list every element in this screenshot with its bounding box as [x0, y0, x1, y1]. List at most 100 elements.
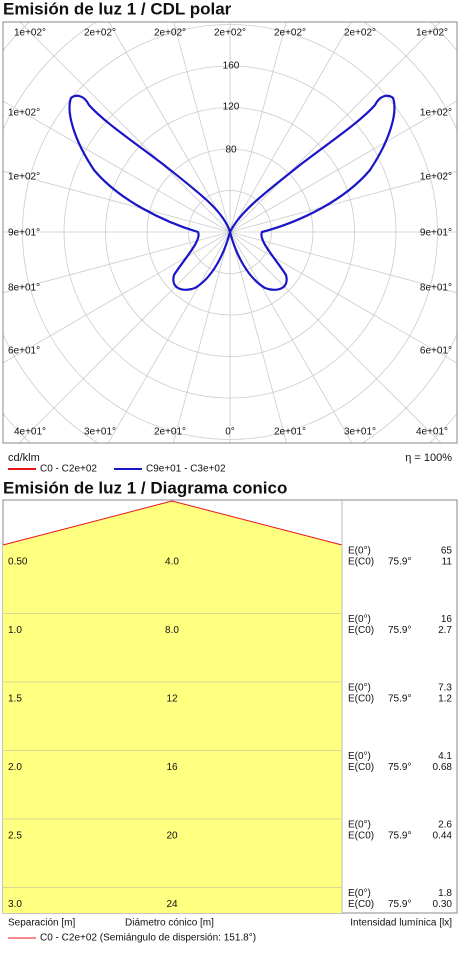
- polar-frame: [2, 21, 458, 444]
- ec0-label: E(C0): [348, 899, 374, 910]
- e0-value: 16: [441, 614, 453, 625]
- e0-label: E(0°): [348, 751, 371, 762]
- cone-area: [3, 501, 342, 913]
- efficiency: η = 100%: [405, 452, 452, 464]
- angle-label: 2e+02°: [214, 28, 246, 39]
- e0-value: 2.6: [438, 820, 452, 831]
- radial-label: 160: [223, 61, 240, 72]
- angle-label: 3e+01°: [84, 427, 116, 438]
- e0-label: E(0°): [348, 614, 371, 625]
- grid-spoke: [229, 100, 457, 233]
- polar-curve: [68, 94, 396, 291]
- angle: 75.9°: [388, 762, 411, 773]
- e0-label: E(0°): [348, 820, 371, 831]
- diameter: 24: [166, 899, 178, 910]
- angle-label: 9e+01°: [8, 228, 40, 239]
- grid-spoke: [229, 231, 457, 294]
- separation: 0.50: [8, 557, 28, 568]
- unit-label: cd/klm: [8, 452, 40, 464]
- angle-label: 2e+02°: [274, 28, 306, 39]
- separation: 2.5: [8, 831, 22, 842]
- grid-spoke: [173, 22, 231, 233]
- grid-spoke: [3, 231, 231, 364]
- grid-spoke: [18, 231, 231, 443]
- grid-spoke: [229, 231, 353, 443]
- angle-label: 4e+01°: [14, 427, 46, 438]
- separation: 1.5: [8, 694, 22, 705]
- e0-value: 1.8: [438, 888, 452, 899]
- grid-spoke: [173, 231, 231, 443]
- diameter: 16: [166, 762, 178, 773]
- grid-spoke: [229, 231, 457, 364]
- angle: 75.9°: [388, 899, 411, 910]
- angle-label: 6e+01°: [420, 346, 452, 357]
- angle-label: 8e+01°: [8, 283, 40, 294]
- separation: 1.0: [8, 625, 22, 636]
- angle: 75.9°: [388, 625, 411, 636]
- angle-label: 2e+02°: [344, 28, 376, 39]
- angle-label: 0°: [225, 427, 235, 438]
- diameter: 8.0: [165, 625, 179, 636]
- e0-value: 4.1: [438, 751, 452, 762]
- angle-label: 1e+02°: [14, 28, 46, 39]
- polar-grid: [3, 22, 457, 443]
- angle-label: 4e+01°: [416, 427, 448, 438]
- separation: 3.0: [8, 899, 22, 910]
- angle-label: 9e+01°: [420, 228, 452, 239]
- angle-label: 3e+01°: [344, 427, 376, 438]
- grid-spoke: [107, 231, 231, 443]
- separation: 2.0: [8, 762, 22, 773]
- ec0-value: 2.7: [438, 625, 452, 636]
- legend-label: C0 - C2e+02 (Semiángulo de dispersión: 1…: [40, 933, 256, 944]
- e0-value: 65: [441, 546, 453, 557]
- e0-label: E(0°): [348, 683, 371, 694]
- footer-label: Intensidad lumínica [lx]: [350, 918, 452, 929]
- ec0-value: 0.44: [433, 831, 453, 842]
- angle-label: 2e+01°: [154, 427, 186, 438]
- angle-label: 1e+02°: [420, 172, 452, 183]
- ec0-label: E(C0): [348, 694, 374, 705]
- angle-label: 2e+01°: [274, 427, 306, 438]
- e0-label: E(0°): [348, 888, 371, 899]
- grid-spoke: [229, 22, 352, 233]
- angle-label: 1e+02°: [8, 108, 40, 119]
- polar-title: Emisión de luz 1 / CDL polar: [3, 0, 232, 18]
- angle-label: 1e+02°: [416, 28, 448, 39]
- grid-spoke: [108, 22, 231, 233]
- diameter: 12: [166, 694, 178, 705]
- angle-label: 2e+02°: [84, 28, 116, 39]
- angle-label: 8e+01°: [420, 283, 452, 294]
- conic-title: Emisión de luz 1 / Diagrama conico: [3, 478, 287, 497]
- legend-label: C9e+01 - C3e+02: [146, 464, 226, 475]
- legend-label: C0 - C2e+02: [40, 464, 97, 475]
- grid-spoke: [229, 22, 441, 233]
- ec0-value: 11: [442, 557, 453, 568]
- angle-label: 1e+02°: [420, 108, 452, 119]
- grid-spoke: [229, 231, 442, 443]
- angle: 75.9°: [388, 557, 411, 568]
- angle-label: 1e+02°: [8, 172, 40, 183]
- ec0-value: 0.68: [433, 762, 453, 773]
- ec0-label: E(C0): [348, 557, 374, 568]
- radial-label: 80: [225, 145, 237, 156]
- grid-spoke: [3, 100, 231, 233]
- angle: 75.9°: [388, 694, 411, 705]
- diameter: 20: [166, 831, 178, 842]
- ec0-label: E(C0): [348, 762, 374, 773]
- ec0-value: 1.2: [438, 694, 452, 705]
- footer-label: Diámetro cónico [m]: [125, 918, 214, 929]
- angle-label: 2e+02°: [154, 28, 186, 39]
- e0-value: 7.3: [438, 683, 452, 694]
- cone-edge: [2, 500, 343, 546]
- angle-label: 6e+01°: [8, 346, 40, 357]
- ec0-value: 0.30: [433, 899, 453, 910]
- grid-spoke: [3, 170, 231, 233]
- radial-label: 120: [223, 102, 240, 113]
- ec0-label: E(C0): [348, 831, 374, 842]
- ec0-label: E(C0): [348, 625, 374, 636]
- e0-label: E(0°): [348, 546, 371, 557]
- grid-spoke: [229, 22, 287, 233]
